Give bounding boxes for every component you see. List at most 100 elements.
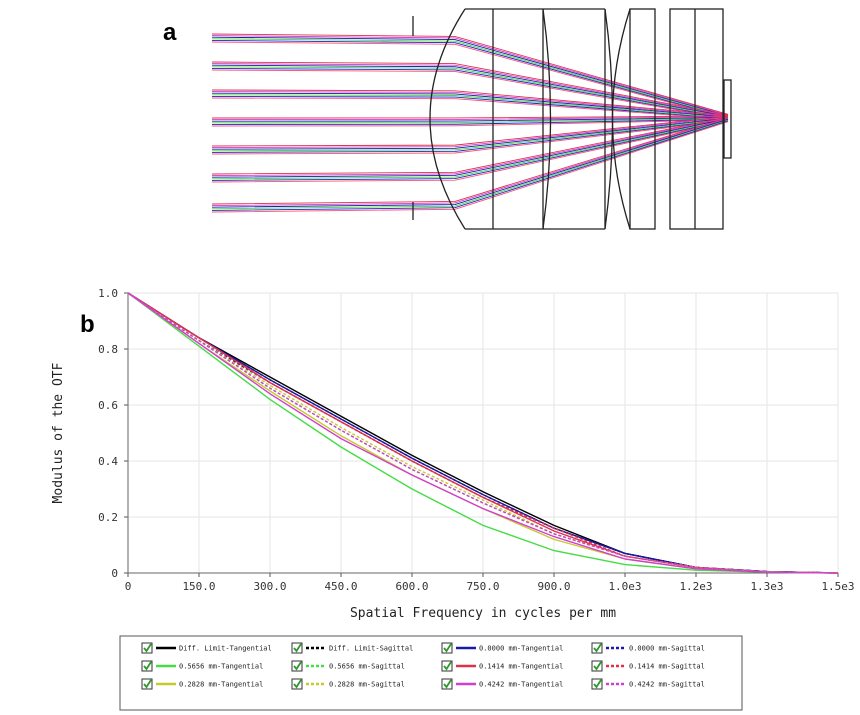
y-tick-label: 0 xyxy=(111,567,118,580)
y-tick-label: 0.4 xyxy=(98,455,118,468)
legend-label: Diff. Limit-Sagittal xyxy=(329,645,413,653)
ray xyxy=(211,115,729,119)
ray xyxy=(211,41,729,119)
mtf-plot: 0 150.0 300.0 450.0 600.0 750.0 900.0 1.0e3 1.2e… xyxy=(51,287,855,621)
legend-check xyxy=(143,643,152,653)
ray xyxy=(211,92,729,118)
ray xyxy=(211,89,729,116)
legend-label: 0.4242 mm-Tangential xyxy=(479,681,563,689)
y-tick-label: 0.6 xyxy=(98,399,118,412)
ray xyxy=(211,119,729,181)
x-tick-label: 750.0 xyxy=(466,580,499,593)
x-tick-label: 300.0 xyxy=(253,580,286,593)
panel-label: b xyxy=(80,311,95,338)
mtf-curve xyxy=(127,292,839,574)
mtf-curve xyxy=(127,292,839,574)
legend-check xyxy=(143,679,152,689)
x-tick-label: 900.0 xyxy=(537,580,570,593)
ray xyxy=(211,64,729,117)
x-axis-title: Spatial Frequency in cycles per mm xyxy=(350,606,616,621)
legend-check xyxy=(443,643,452,653)
legend-checkbox[interactable] xyxy=(291,660,303,672)
ray xyxy=(211,120,729,183)
ray xyxy=(211,97,729,120)
ray xyxy=(211,118,729,207)
legend-checkbox[interactable] xyxy=(591,678,603,690)
mtf-curve xyxy=(127,292,839,574)
legend-label: 0.2828 mm-Tangential xyxy=(179,681,263,689)
ray xyxy=(211,119,729,153)
ray xyxy=(211,91,729,117)
ray xyxy=(211,120,729,211)
ray xyxy=(211,67,729,119)
legend-check xyxy=(293,643,302,653)
legend-checkbox[interactable] xyxy=(291,678,303,690)
ray xyxy=(211,119,729,127)
ray xyxy=(211,118,729,178)
ray xyxy=(211,36,729,117)
y-tick-label: 0.2 xyxy=(98,511,118,524)
ray xyxy=(211,35,729,116)
ray xyxy=(211,117,729,150)
ray-bundles xyxy=(211,33,729,213)
x-tick-label: 450.0 xyxy=(324,580,357,593)
legend-check xyxy=(293,661,302,671)
ray xyxy=(211,118,729,152)
ray xyxy=(211,116,729,147)
legend-label: 0.0000 mm-Sagittal xyxy=(629,645,705,653)
ray xyxy=(211,61,729,116)
legend-check xyxy=(593,661,602,671)
x-tick-label: 1.3e3 xyxy=(750,580,783,593)
x-tick-label: 150.0 xyxy=(182,580,215,593)
y-axis-title: Modulus of the OTF xyxy=(51,362,66,503)
legend-check xyxy=(443,661,452,671)
legend-checkbox[interactable] xyxy=(591,642,603,654)
ray xyxy=(211,38,729,118)
legend-checkbox[interactable] xyxy=(291,642,303,654)
legend-checkbox[interactable] xyxy=(441,642,453,654)
legend-label: 0.1414 mm-Sagittal xyxy=(629,663,705,671)
x-tick-label: 0 xyxy=(125,580,132,593)
legend-label: 0.1414 mm-Tangential xyxy=(479,663,563,671)
ray xyxy=(211,119,729,210)
ray xyxy=(211,119,729,180)
legend: Diff. Limit-Tangential Diff. Limit-Sagitt… xyxy=(141,642,705,690)
legend-checkbox[interactable] xyxy=(141,678,153,690)
legend-check xyxy=(593,643,602,653)
legend-label: 0.2828 mm-Sagittal xyxy=(329,681,405,689)
ray xyxy=(211,69,729,120)
mtf-curve xyxy=(127,292,839,574)
ray xyxy=(211,121,729,213)
legend-label: 0.0000 mm-Tangential xyxy=(479,645,563,653)
panel-label: a xyxy=(163,19,177,46)
legend-label: 0.5656 mm-Sagittal xyxy=(329,663,405,671)
y-tick-label: 1.0 xyxy=(98,287,118,300)
ray xyxy=(211,117,729,122)
legend-label: 0.4242 mm-Sagittal xyxy=(629,681,705,689)
ray xyxy=(211,94,729,119)
legend-check xyxy=(593,679,602,689)
legend-checkbox[interactable] xyxy=(591,660,603,672)
ray xyxy=(211,117,729,124)
legend-checkbox[interactable] xyxy=(141,642,153,654)
ray xyxy=(211,120,729,155)
y-tick-label: 0.8 xyxy=(98,343,118,356)
legend-check xyxy=(143,661,152,671)
ray xyxy=(211,95,729,120)
legend-checkbox[interactable] xyxy=(141,660,153,672)
x-tick-label: 1.2e3 xyxy=(679,580,712,593)
x-tick-label: 1.0e3 xyxy=(608,580,641,593)
legend-box xyxy=(119,635,743,711)
ray xyxy=(211,118,729,125)
lens-outline xyxy=(412,8,732,230)
legend-label: 0.5656 mm-Tangential xyxy=(179,663,263,671)
legend-label: Diff. Limit-Tangential xyxy=(179,645,272,653)
ray xyxy=(211,33,729,115)
ray xyxy=(211,116,729,149)
legend-checkbox[interactable] xyxy=(441,678,453,690)
x-tick-label: 1.5e3 xyxy=(821,580,854,593)
x-tick-label: 600.0 xyxy=(395,580,428,593)
legend-checkbox[interactable] xyxy=(441,660,453,672)
ray xyxy=(211,63,729,117)
